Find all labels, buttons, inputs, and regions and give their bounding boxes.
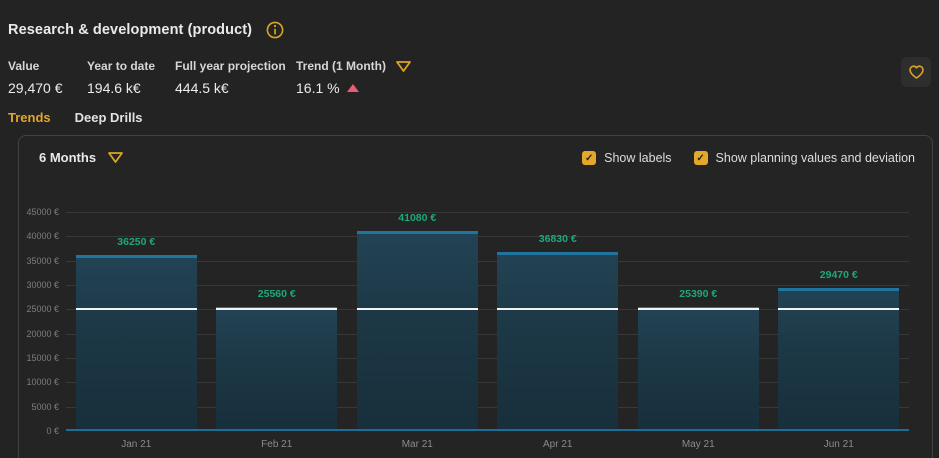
kpi-number: 194.6 k€ [87, 80, 141, 96]
plot-area: 36250 € Jan 21 25560 € Feb 21 41080 € Mar 21 3… [66, 212, 910, 450]
chevron-down-icon [107, 151, 124, 164]
heart-icon [908, 64, 925, 80]
bar-value-label: 25560 € [257, 287, 296, 300]
y-axis-tick-label: 30000 € [26, 279, 59, 290]
kpi-label: Value [8, 59, 40, 73]
bar-slot: 29470 € Jun 21 [769, 212, 910, 450]
gridline [66, 284, 909, 286]
bar[interactable] [75, 254, 197, 431]
checkbox-label: Show labels [604, 151, 672, 165]
y-axis-tick-label: 0 € [46, 426, 59, 436]
x-axis-tick-label: Apr 21 [543, 439, 573, 450]
favorite-button[interactable] [901, 57, 931, 87]
kpi-year-to-date: Year to date 194.6 k€ [87, 59, 175, 96]
bar-value-label: 25390 € [679, 288, 718, 301]
x-axis-tick-label: Jan 21 [121, 439, 152, 450]
gridline [66, 357, 909, 359]
kpi-full-year-projection: Full year projection 444.5 k€ [175, 59, 296, 96]
tab-deep-drills[interactable]: Deep Drills [74, 110, 143, 125]
x-axis-tick-label: Feb 21 [261, 439, 293, 450]
period-selector[interactable]: 6 Months [39, 150, 124, 165]
bar[interactable] [356, 231, 478, 431]
x-axis-tick-label: Jun 21 [823, 439, 854, 450]
gridline [66, 236, 909, 238]
y-axis-tick-label: 25000 € [26, 304, 59, 315]
bar-slot: 41080 € Mar 21 [347, 212, 488, 450]
header: Research & development (product) [8, 21, 284, 39]
gridline [66, 333, 909, 335]
kpi-number: 29,470 € [8, 80, 63, 96]
bar-value-label: 41080 € [398, 212, 437, 225]
kpi-label: Trend (1 Month) [296, 59, 386, 73]
tab-bar: Trends Deep Drills [8, 110, 143, 125]
bar-slot: 36830 € Apr 21 [488, 212, 629, 450]
chart-options: ✓ Show labels ✓ Show planning values and… [582, 151, 915, 165]
bar-value-label: 29470 € [819, 268, 858, 281]
trends-panel: 6 Months ✓ Show labels ✓ Show planning v… [18, 135, 933, 458]
planning-value-line [356, 308, 478, 311]
trend-up-icon [346, 84, 359, 92]
checkbox-checked-icon: ✓ [693, 151, 708, 165]
y-axis-tick-label: 35000 € [26, 255, 59, 266]
kpi-row: Value 29,470 € Year to date 194.6 k€ Ful… [8, 59, 412, 96]
planning-value-line [216, 308, 338, 311]
y-axis-tick-label: 20000 € [26, 328, 59, 339]
planning-value-line [637, 308, 759, 311]
y-axis-tick-label: 10000 € [26, 377, 59, 388]
gridline [66, 260, 909, 262]
period-selector-label: 6 Months [39, 150, 97, 165]
trend-dropdown-icon[interactable] [395, 60, 412, 73]
planning-value-line [778, 308, 900, 311]
kpi-value: Value 29,470 € [8, 59, 87, 96]
x-axis-tick-label: Mar 21 [401, 439, 433, 450]
kpi-number: 444.5 k€ [175, 80, 229, 96]
bar-slot: 25560 € Feb 21 [207, 212, 348, 450]
bar[interactable] [216, 306, 338, 431]
kpi-label: Full year projection [175, 59, 286, 73]
y-axis-tick-label: 5000 € [31, 401, 59, 412]
bar-value-label: 36830 € [538, 232, 577, 245]
kpi-number: 16.1 % [296, 80, 340, 96]
x-axis-tick-label: May 21 [681, 439, 715, 450]
checkbox-show-planning-values[interactable]: ✓ Show planning values and deviation [693, 151, 915, 165]
planning-value-line [497, 308, 619, 311]
info-icon[interactable] [266, 21, 284, 39]
planning-value-line [75, 308, 197, 311]
gridline [66, 406, 909, 408]
checkbox-show-labels[interactable]: ✓ Show labels [582, 151, 672, 165]
bar[interactable] [637, 307, 759, 431]
y-axis-tick-label: 15000 € [26, 352, 59, 363]
gridline [66, 382, 909, 384]
gridline [66, 309, 909, 311]
y-axis-tick-label: 45000 € [26, 207, 59, 217]
kpi-trend: Trend (1 Month) 16.1 % [296, 59, 412, 96]
page-title: Research & development (product) [8, 22, 253, 38]
bar[interactable] [497, 251, 619, 431]
bar-value-label: 36250 € [117, 235, 156, 248]
tab-trends[interactable]: Trends [8, 110, 51, 125]
kpi-label: Year to date [87, 59, 156, 73]
bar-chart: 45000 € 40000 € 35000 € 30000 € 25000 € 20000… [19, 207, 932, 452]
y-axis-tick-label: 40000 € [26, 231, 59, 242]
checkbox-label: Show planning values and deviation [715, 151, 915, 165]
bar-slot: 36250 € Jan 21 [66, 212, 207, 450]
bar[interactable] [778, 287, 900, 431]
checkbox-checked-icon: ✓ [582, 151, 597, 165]
bar-slot: 25390 € May 21 [628, 212, 769, 450]
gridline [66, 212, 909, 213]
x-axis-line [66, 429, 909, 431]
y-axis: 45000 € 40000 € 35000 € 30000 € 25000 € 20000… [19, 207, 59, 436]
